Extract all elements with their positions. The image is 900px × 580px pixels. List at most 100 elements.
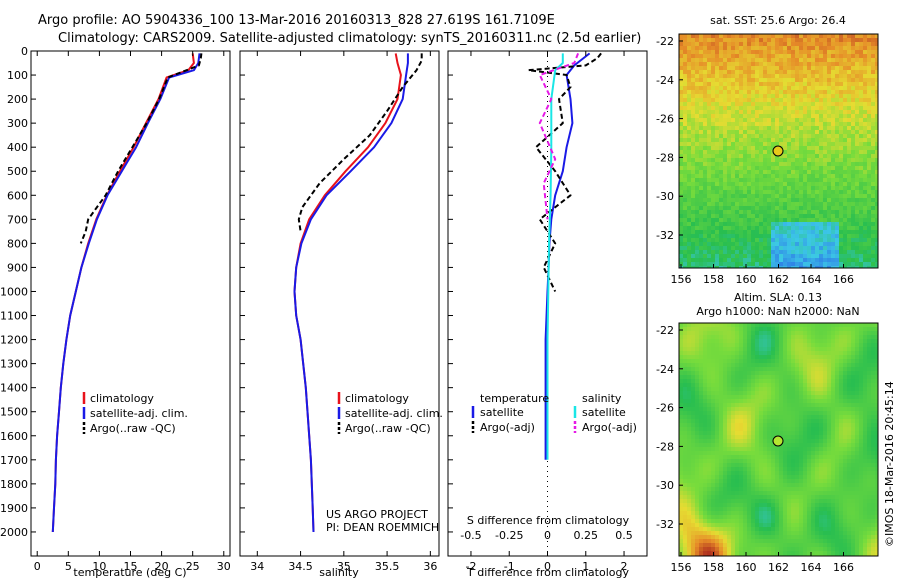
legend-label-climatology: climatology	[90, 392, 154, 405]
legend-label-argo: Argo(..raw -QC)	[90, 422, 176, 435]
sst-map-lat-axis: -22 -24 -26 -28 -30 -32	[656, 35, 683, 242]
y-tick-label: 1000	[0, 285, 28, 298]
x-tick-label: 25	[186, 560, 200, 573]
lon-tick-label: 156	[671, 273, 692, 286]
lat-tick-label: -26	[656, 113, 674, 126]
y-tick-label: 1400	[0, 382, 28, 395]
series-line-argo-raw-qc-	[79, 53, 203, 244]
lon-tick-label: 164	[801, 561, 822, 574]
x-tick-label: 10	[92, 560, 106, 573]
series-line-salinity-satellite	[546, 53, 564, 460]
y-tick-label: 1700	[0, 454, 28, 467]
y-tick-label: 300	[7, 117, 28, 130]
y-tick-label: 1800	[0, 478, 28, 491]
temperature-legend: climatology satellite-adj. clim. Argo(..…	[82, 392, 188, 435]
legend-label-satellite: satellite-adj. clim.	[345, 407, 443, 420]
sst-field	[679, 34, 878, 268]
temperature-frame	[30, 50, 231, 557]
sst-map-title: sat. SST: 25.6 Argo: 26.4	[710, 14, 846, 27]
y-tick-label: 2000	[0, 526, 28, 539]
y-tick-label: 1500	[0, 406, 28, 419]
legend-label-temperature-argo: Argo(-adj)	[480, 421, 535, 434]
lon-tick-label: 158	[703, 273, 724, 286]
difference-plot-area	[448, 50, 602, 556]
lat-tick-label: -22	[656, 35, 674, 48]
s-tick-label: 0.5	[615, 529, 633, 542]
s-tick-label: -0.5	[460, 529, 481, 542]
y-tick-label: 600	[7, 189, 28, 202]
sla-map-lon-axis: 156 158 160 162 164 166	[671, 552, 854, 574]
lon-tick-label: 166	[833, 273, 854, 286]
salinity-legend: climatology satellite-adj. clim. Argo(..…	[337, 392, 443, 435]
temperature-panel: 0100200300400500600700800900100011001200…	[0, 45, 231, 579]
difference-legend: temperature salinity satellite Argo(-adj…	[471, 392, 637, 434]
legend-label-climatology: climatology	[345, 392, 409, 405]
series-line-salinity-argo	[538, 53, 580, 220]
y-tick-label: 400	[7, 141, 28, 154]
imos-timestamp: ©IMOS 18-Mar-2016 20:45:14	[883, 381, 896, 547]
s-tick-label: -0.25	[495, 529, 523, 542]
s-tick-label: 0.25	[574, 529, 599, 542]
lon-tick-label: 162	[768, 273, 789, 286]
lat-tick-label: -28	[656, 440, 674, 453]
sst-map-lon-axis: 156 158 160 162 164 166	[671, 264, 854, 286]
x-tick-label: 0	[544, 560, 551, 573]
y-tick-label: 1100	[0, 310, 28, 323]
salinity-frame	[239, 50, 440, 557]
lat-tick-label: -26	[656, 402, 674, 415]
temperature-plot-area	[51, 53, 203, 533]
lat-tick-label: -30	[656, 190, 674, 203]
sst-map: sat. SST: 25.6 Argo: 26.4 156 158 160 162 16…	[656, 14, 879, 286]
x-tick-label: -2	[465, 560, 476, 573]
lon-tick-label: 156	[671, 561, 692, 574]
lat-tick-label: -24	[656, 74, 674, 87]
x-tick-label: 15	[124, 560, 138, 573]
x-tick-label: 2	[621, 560, 628, 573]
header-line-2: Climatology: CARS2009. Satellite-adjuste…	[58, 31, 641, 46]
x-tick-label: 1	[582, 560, 589, 573]
lon-tick-label: 160	[736, 561, 757, 574]
legend-title-salinity: salinity	[582, 392, 622, 405]
lon-tick-label: 166	[833, 561, 854, 574]
depth-axis: 0 100 200 300 400 500 600 700 800 900 1000 1100 1200…	[0, 45, 36, 539]
y-tick-label: 200	[7, 93, 28, 106]
x-tick-label: 0	[34, 560, 41, 573]
y-tick-label: 1200	[0, 334, 28, 347]
salinity-plot-area	[240, 50, 423, 533]
series-line-satellite-adj-clim-	[293, 53, 409, 533]
legend-label-salinity-satellite: satellite	[582, 406, 626, 419]
y-tick-label: 700	[7, 213, 28, 226]
sla-field	[679, 323, 878, 556]
lat-tick-label: -24	[656, 363, 674, 376]
salinity-xlabel: salinity	[319, 566, 359, 579]
sla-map-title-1: Altim. SLA: 0.13	[734, 291, 822, 304]
lon-tick-label: 160	[736, 273, 757, 286]
lon-tick-label: 162	[768, 561, 789, 574]
temperature-difference-axis: -2 -1 0 1 2	[465, 51, 628, 573]
difference-panel: -2 -1 0 1 2 -0.5 -0.25 0 0.25 0.5 S difference f…	[447, 50, 648, 579]
lon-tick-label: 158	[703, 561, 724, 574]
sla-map-lat-axis: -22 -24 -26 -28 -30 -32	[656, 324, 683, 531]
lon-tick-label: 164	[801, 273, 822, 286]
temperature-difference-label: T difference from climatology	[466, 566, 629, 579]
lat-tick-label: -32	[656, 518, 674, 531]
y-tick-label: 0	[21, 45, 28, 58]
argo-location-marker	[772, 145, 784, 157]
y-tick-label: 1300	[0, 358, 28, 371]
sla-map-title-2: Argo h1000: NaN h2000: NaN	[696, 305, 859, 318]
x-tick-label: 35.5	[375, 560, 400, 573]
lat-tick-label: -32	[656, 229, 674, 242]
series-line-climatology	[51, 53, 195, 533]
x-tick-label: 5	[65, 560, 72, 573]
x-tick-label: 34	[250, 560, 264, 573]
series-line-temperature-satellite	[544, 52, 591, 460]
y-tick-label: 900	[7, 261, 28, 274]
header-line-1: Argo profile: AO 5904336_100 13-Mar-2016…	[38, 13, 555, 28]
x-tick-label: 20	[155, 560, 169, 573]
legend-label-argo: Argo(..raw -QC)	[345, 422, 431, 435]
y-tick-label: 1900	[0, 502, 28, 515]
lat-tick-label: -30	[656, 479, 674, 492]
x-tick-label: 35	[337, 560, 351, 573]
series-line-argo-raw-qc-	[297, 53, 423, 232]
series-line-satellite-adj-clim-	[51, 53, 201, 533]
